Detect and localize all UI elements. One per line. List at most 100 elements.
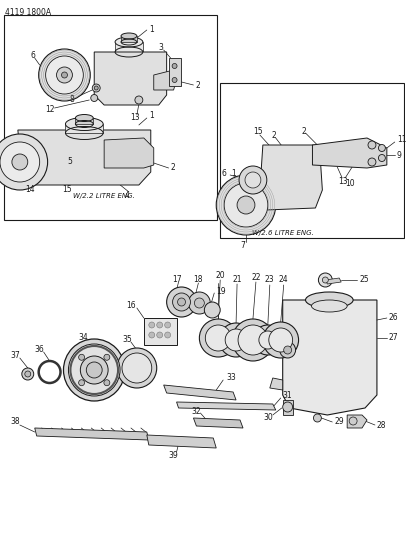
Text: 2: 2 [301, 126, 306, 135]
Text: 34: 34 [78, 333, 88, 342]
Ellipse shape [80, 356, 108, 384]
Polygon shape [154, 70, 177, 90]
Circle shape [245, 172, 261, 188]
Ellipse shape [259, 331, 277, 349]
Circle shape [368, 141, 376, 149]
Circle shape [104, 379, 110, 386]
Ellipse shape [205, 325, 231, 351]
Text: 10: 10 [345, 179, 355, 188]
Text: 23: 23 [265, 276, 275, 285]
Circle shape [22, 368, 34, 380]
Polygon shape [121, 36, 137, 42]
Text: 8: 8 [69, 95, 74, 104]
Circle shape [94, 86, 98, 90]
Text: 19: 19 [216, 287, 226, 295]
Text: 13: 13 [130, 114, 140, 123]
Polygon shape [270, 378, 283, 390]
Ellipse shape [311, 300, 347, 312]
Text: 2: 2 [271, 132, 276, 141]
Circle shape [92, 84, 100, 92]
Bar [169, 58, 180, 86]
Circle shape [46, 56, 83, 94]
Ellipse shape [306, 292, 353, 308]
Text: 2: 2 [195, 80, 200, 90]
Ellipse shape [86, 362, 102, 378]
Circle shape [165, 332, 171, 338]
Circle shape [204, 302, 220, 318]
Text: 31: 31 [283, 392, 292, 400]
Circle shape [280, 342, 295, 358]
Circle shape [188, 292, 210, 314]
Circle shape [0, 134, 48, 190]
Text: 22: 22 [251, 272, 261, 281]
Text: 6: 6 [221, 169, 226, 179]
Text: 1: 1 [149, 26, 153, 35]
Polygon shape [313, 138, 387, 168]
Polygon shape [283, 400, 293, 415]
Ellipse shape [117, 348, 157, 388]
Text: 26: 26 [389, 313, 399, 322]
Polygon shape [144, 318, 177, 345]
Circle shape [313, 414, 322, 422]
Text: 12: 12 [45, 106, 54, 115]
Circle shape [378, 144, 386, 151]
Circle shape [157, 322, 163, 328]
Circle shape [177, 298, 186, 306]
Text: 6: 6 [30, 51, 35, 60]
Polygon shape [193, 418, 243, 428]
Ellipse shape [122, 353, 152, 383]
Text: W/2.2 LITRE ENG.: W/2.2 LITRE ENG. [73, 193, 135, 199]
Text: 24: 24 [279, 276, 288, 285]
Polygon shape [94, 52, 166, 105]
Text: 25: 25 [359, 276, 369, 285]
Polygon shape [164, 385, 236, 400]
Circle shape [172, 63, 177, 69]
Ellipse shape [232, 319, 274, 361]
Circle shape [368, 158, 376, 166]
Circle shape [79, 379, 84, 386]
Ellipse shape [41, 363, 58, 381]
Circle shape [79, 354, 84, 360]
Text: 9: 9 [397, 150, 401, 159]
Text: 29: 29 [334, 417, 344, 426]
Ellipse shape [69, 344, 120, 396]
Circle shape [62, 72, 67, 78]
Circle shape [135, 96, 143, 104]
Ellipse shape [65, 117, 103, 131]
Bar [4, 15, 217, 220]
Circle shape [173, 293, 191, 311]
Text: 35: 35 [122, 335, 132, 343]
Text: 2: 2 [171, 164, 175, 173]
Text: 16: 16 [126, 301, 136, 310]
Circle shape [195, 298, 204, 308]
Text: 1: 1 [231, 169, 236, 179]
Ellipse shape [238, 325, 268, 355]
Polygon shape [115, 42, 143, 52]
Text: 11: 11 [397, 135, 406, 144]
Ellipse shape [121, 33, 137, 39]
Text: 33: 33 [226, 374, 236, 383]
Polygon shape [283, 300, 377, 415]
Text: 7: 7 [241, 240, 246, 249]
Text: 30: 30 [263, 414, 273, 423]
Ellipse shape [115, 37, 143, 47]
Ellipse shape [75, 115, 93, 122]
Circle shape [318, 273, 332, 287]
Circle shape [25, 371, 31, 377]
Text: 27: 27 [389, 334, 399, 343]
Polygon shape [18, 130, 151, 185]
Text: 38: 38 [10, 417, 20, 426]
Ellipse shape [263, 322, 299, 358]
Circle shape [12, 154, 28, 170]
Circle shape [237, 196, 255, 214]
Circle shape [91, 94, 98, 101]
Circle shape [239, 166, 267, 194]
Polygon shape [177, 402, 276, 410]
Text: 3: 3 [158, 43, 163, 52]
Polygon shape [147, 435, 216, 448]
Circle shape [149, 332, 155, 338]
Circle shape [39, 49, 90, 101]
Text: 15: 15 [63, 185, 72, 195]
Circle shape [0, 142, 40, 182]
Polygon shape [75, 118, 93, 124]
